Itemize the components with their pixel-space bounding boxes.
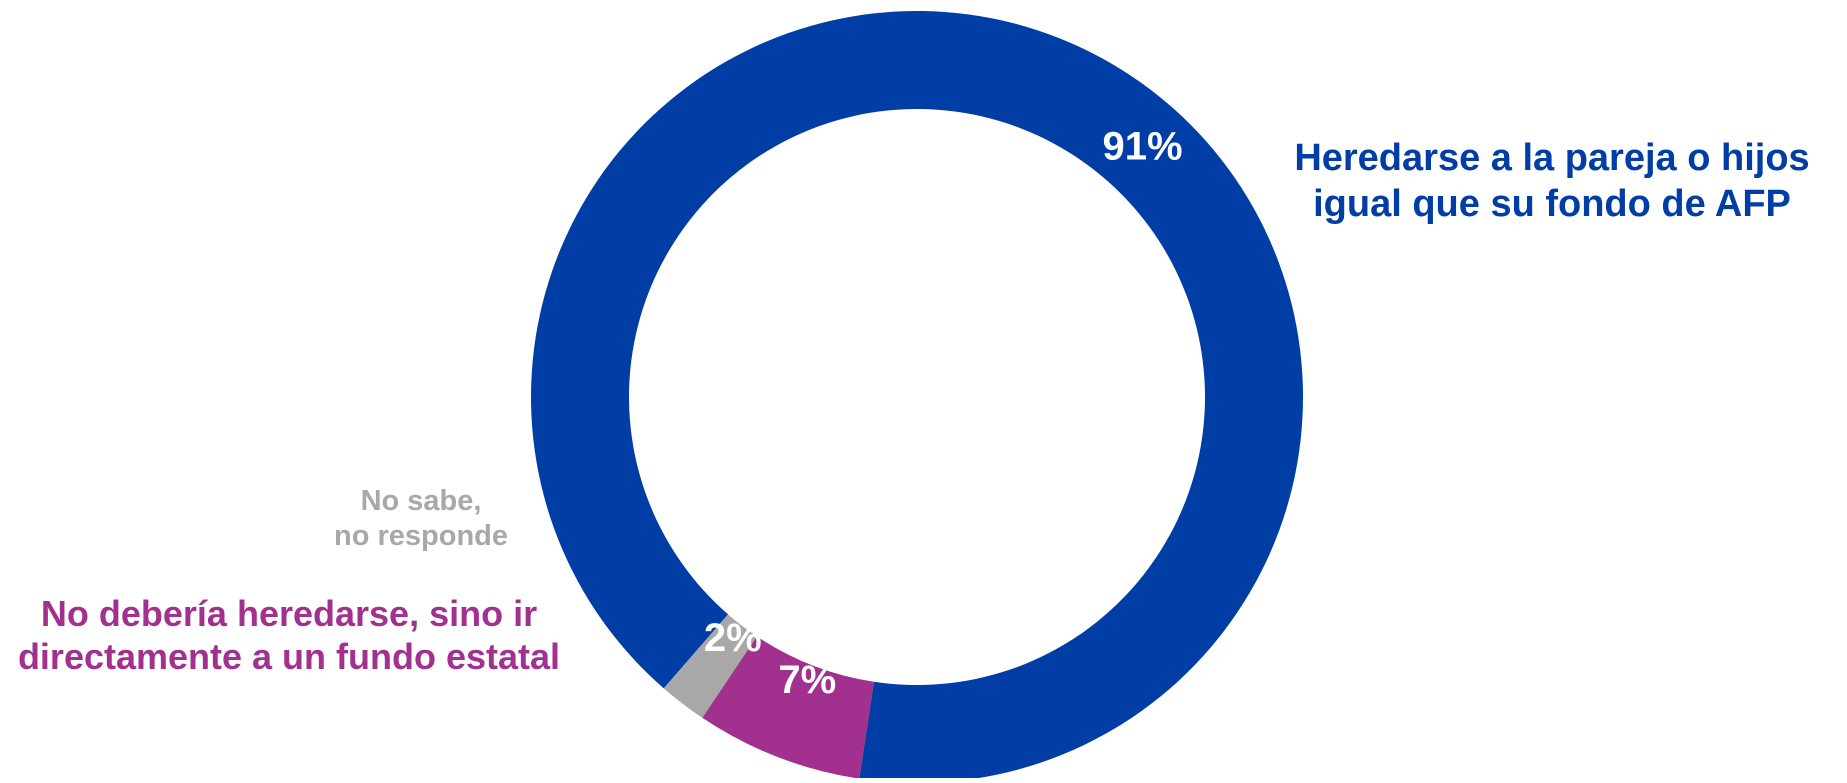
donut-value-label-no-sabe: 2% xyxy=(704,616,762,660)
donut-value-labels: 91% 7% 2% xyxy=(704,125,1183,702)
donut-value-label-no-deberia: 7% xyxy=(778,658,836,702)
category-label-no-deberia: No debería heredarse, sino ir directamen… xyxy=(4,592,574,678)
category-label-no-deberia-line-2: directamente a un fundo estatal xyxy=(17,636,561,678)
category-label-no-sabe-line-2: no responde xyxy=(333,519,508,552)
category-label-no-sabe: No sabe, no responde xyxy=(316,484,526,554)
donut-slices xyxy=(531,11,1304,783)
donut-slice-heredarse xyxy=(531,11,1304,783)
category-label-heredarse-line-1: Heredarse a la pareja o hijos xyxy=(1294,137,1810,179)
donut-slice-no-sabe xyxy=(663,614,757,718)
category-label-no-sabe-line-1: No sabe, xyxy=(360,485,482,517)
donut-slice-no-deberia xyxy=(702,636,874,779)
category-label-heredarse: Heredarse a la pareja o hijos igual que … xyxy=(1262,136,1842,227)
category-label-heredarse-line-2: igual que su fondo de AFP xyxy=(1313,182,1791,225)
donut-value-label-heredarse: 91% xyxy=(1102,125,1182,169)
category-label-no-deberia-line-1: No debería heredarse, sino ir xyxy=(40,593,538,634)
